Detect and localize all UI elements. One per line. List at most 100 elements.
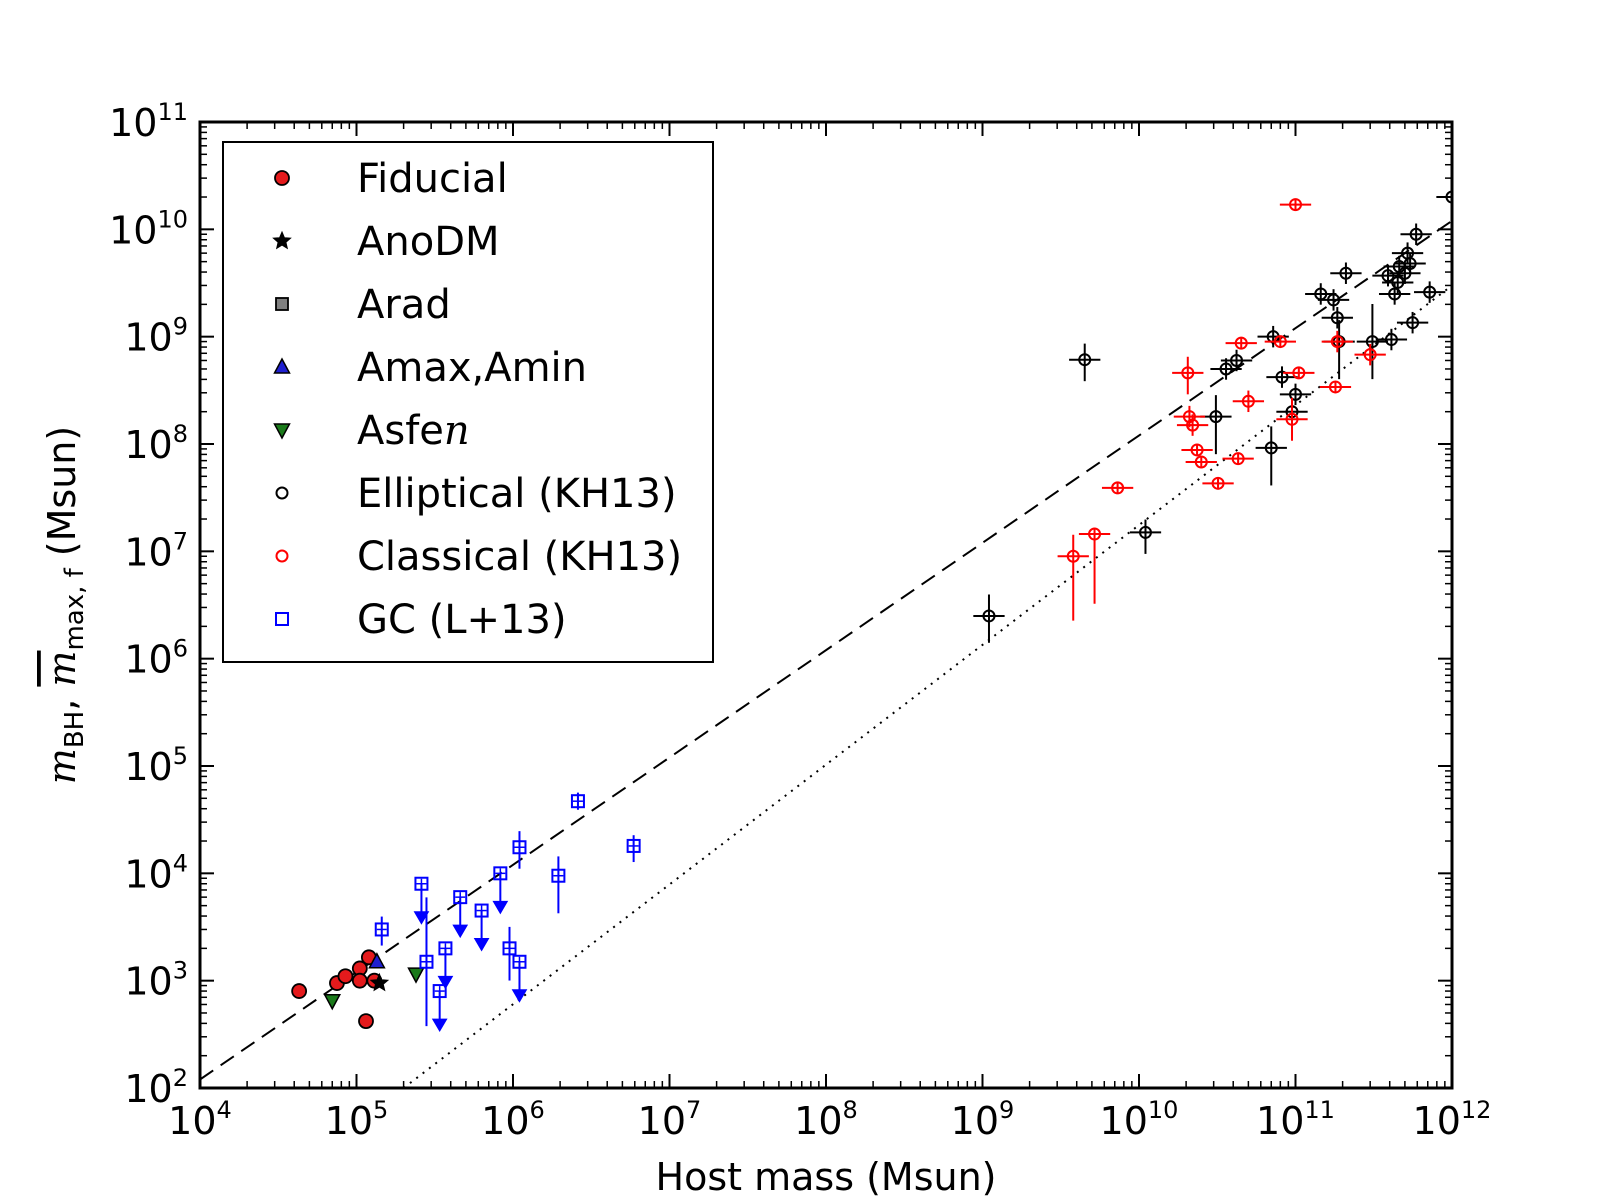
- upper-limit-arrowhead: [413, 911, 430, 925]
- legend-item: Amax,Amin: [273, 345, 587, 391]
- legend-item: AnoDM: [272, 219, 500, 265]
- legend-item: Asfen: [273, 408, 470, 454]
- data-point: [358, 1013, 374, 1030]
- data-point: [1194, 455, 1208, 469]
- y-tick-label: 108: [124, 420, 188, 467]
- x-axis-label: Host mass (Msun): [656, 1155, 997, 1199]
- y-tick-label: 105: [124, 742, 188, 789]
- series-fiducial: [291, 949, 383, 1030]
- data-point: [626, 838, 641, 853]
- data-point: [1330, 311, 1344, 325]
- data-point: [438, 941, 453, 956]
- legend-marker: [275, 549, 289, 563]
- y-tick-label: 106: [124, 635, 188, 682]
- data-point: [1182, 410, 1196, 424]
- legend-label: Amax,Amin: [357, 345, 587, 391]
- upper-limit-arrowhead: [431, 1018, 448, 1033]
- legend-item: Arad: [275, 282, 451, 328]
- upper-limit-arrowhead: [452, 924, 469, 939]
- data-point: [1363, 348, 1377, 362]
- data-point: [419, 954, 434, 969]
- x-tick-labels: 104 105 106 107 108 109 1010 1011 1012: [168, 1096, 1491, 1143]
- data-point: [1066, 549, 1080, 563]
- reference-lines: [200, 220, 1452, 1088]
- data-point: [570, 794, 585, 809]
- data-point: [1330, 335, 1344, 349]
- legend: Fiducial AnoDM Arad Amax,Amin Asfen Elliptica…: [222, 141, 714, 663]
- y-tick-label: 103: [124, 957, 188, 1004]
- data-point: [407, 967, 425, 984]
- y-tick-labels: 102 103 104 105 106 107 108 109 1010 1011: [109, 98, 188, 1111]
- data-point: [1403, 257, 1417, 271]
- x-tick-label: 1011: [1256, 1096, 1335, 1143]
- data-point: [1088, 527, 1102, 541]
- y-axis-sub-2: max, f: [60, 567, 90, 650]
- x-tick-label: 107: [638, 1096, 702, 1143]
- x-tick-label: 1010: [1100, 1096, 1179, 1143]
- data-point: [1289, 387, 1302, 401]
- y-axis-symbol-1: m: [40, 748, 84, 784]
- series-anodm: [369, 972, 390, 992]
- data-point: [1289, 198, 1302, 212]
- data-point: [1078, 353, 1092, 367]
- legend-label: Classical (KH13): [357, 534, 682, 580]
- svg-text:mBH, mmax, f(Msun): mBH, mmax, f(Msun): [40, 426, 90, 784]
- series-amax-amin: [368, 952, 386, 969]
- legend-marker: [274, 170, 290, 186]
- x-tick-label: 1012: [1413, 1096, 1492, 1143]
- data-point: [1264, 441, 1278, 455]
- data-point: [1275, 370, 1289, 384]
- y-tick-label: 104: [124, 849, 188, 896]
- series-elliptical-kh13-: [973, 180, 1452, 643]
- data-point: [1234, 336, 1248, 350]
- data-point: [1381, 269, 1395, 283]
- data-point: [1406, 316, 1420, 330]
- data-point: [1409, 227, 1423, 241]
- y-axis-sub-1: BH: [60, 711, 90, 748]
- data-point: [1384, 333, 1398, 347]
- legend-label: AnoDM: [357, 219, 500, 265]
- data-point: [1292, 366, 1306, 380]
- data-point: [1388, 287, 1402, 301]
- data-points: [291, 180, 1452, 1033]
- data-point: [323, 993, 342, 1011]
- data-point: [1445, 190, 1452, 204]
- legend-label: Arad: [357, 282, 451, 328]
- data-point: [1230, 353, 1244, 367]
- data-point: [1285, 412, 1299, 426]
- data-point: [502, 941, 517, 956]
- plot-frame: [198, 120, 1454, 1090]
- data-point: [512, 840, 527, 855]
- data-point: [493, 866, 508, 881]
- x-tick-label: 104: [168, 1096, 232, 1143]
- legend-item: Classical (KH13): [275, 534, 682, 580]
- y-axis-symbol-2: m: [40, 651, 84, 687]
- y-axis-label: mBH, mmax, f(Msun): [40, 426, 90, 784]
- data-point: [1111, 481, 1125, 495]
- legend-marker: [275, 486, 289, 500]
- data-point: [1219, 362, 1233, 376]
- data-point: [1391, 275, 1405, 289]
- data-point: [512, 954, 527, 969]
- data-point: [291, 983, 308, 999]
- data-point: [414, 876, 429, 891]
- data-point: [1327, 293, 1341, 307]
- legend-marker: [275, 297, 289, 311]
- legend-marker: [273, 357, 291, 374]
- data-point: [1328, 380, 1342, 394]
- y-tick-label: 1010: [109, 205, 188, 252]
- data-point: [1273, 335, 1287, 349]
- x-tick-label: 109: [951, 1096, 1015, 1143]
- data-point: [1186, 418, 1200, 432]
- data-point: [1181, 366, 1195, 380]
- legend-label: Fiducial: [357, 156, 508, 202]
- data-point: [337, 968, 354, 985]
- legend-marker: [272, 230, 292, 250]
- data-point: [369, 972, 390, 992]
- data-point: [1231, 452, 1245, 466]
- data-point: [474, 903, 489, 918]
- data-point: [351, 972, 368, 989]
- data-point: [1423, 285, 1437, 299]
- legend-item: Fiducial: [274, 156, 508, 202]
- legend-marker: [275, 612, 289, 626]
